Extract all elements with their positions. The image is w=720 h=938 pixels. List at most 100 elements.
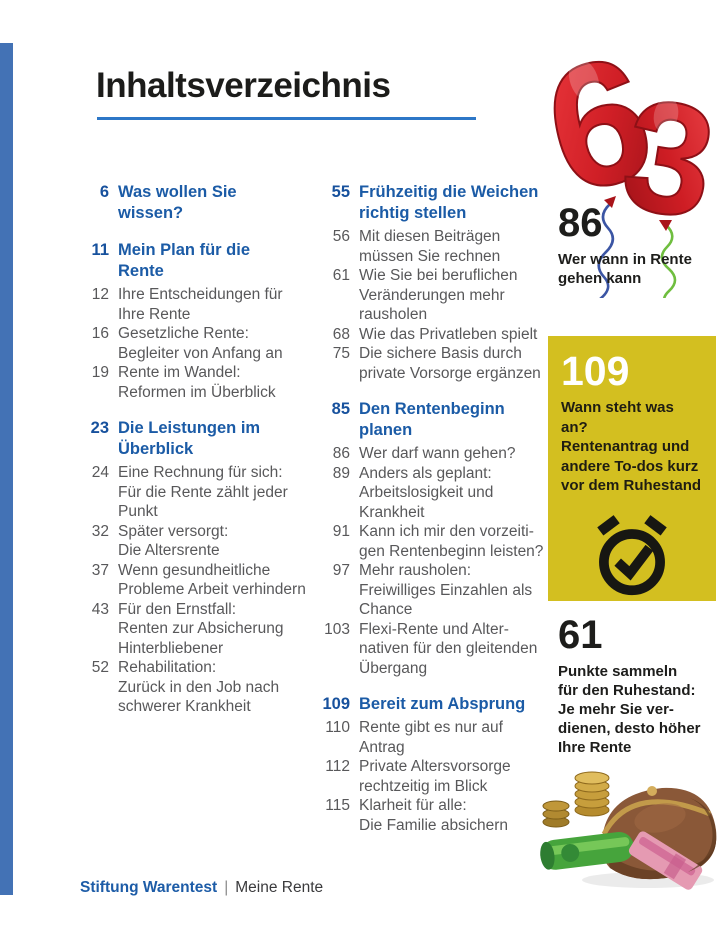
toc-text: Frühzeitig die Weichen richtig stellen: [359, 183, 539, 222]
toc-entry: 91 Kann ich mir den vorzeiti- gen Rentenb…: [312, 522, 552, 561]
toc-section: 6 Was wollen Sie wissen?: [82, 182, 318, 224]
toc-entry: 16 Gesetzliche Rente: Begleiter von Anfan…: [82, 324, 318, 363]
wallet-money-photo: [540, 771, 717, 890]
toc-section-heading: 55 Frühzeitig die Weichen richtig stellen: [312, 182, 552, 224]
toc-entry: 52 Rehabilitation: Zurück in den Job nach…: [82, 658, 318, 717]
toc-section: 23 Die Leistungen im Überblick 24 Eine Rech…: [82, 418, 318, 717]
toc-page-number: 52: [91, 659, 109, 676]
toc-text: Ihre Entscheidungen für Ihre Rente: [118, 286, 283, 323]
toc-text: Die sichere Basis durch private Vorsorge…: [359, 345, 541, 382]
toc-page-number: 11: [91, 241, 109, 259]
toc-page-number: 61: [332, 267, 350, 284]
toc-page-number: 68: [332, 325, 350, 343]
ref-caption: Wer wann in Rente gehen kann: [558, 251, 692, 287]
toc-text: Wie das Privatleben spielt: [359, 325, 538, 343]
title-underline: [97, 117, 476, 120]
toc-text: Was wollen Sie wissen?: [118, 183, 237, 222]
sidebar-ref-86: 86 Wer wann in Rente gehen kann: [558, 200, 718, 288]
ref-page-number: 61: [558, 613, 603, 657]
toc-page-number: 43: [91, 600, 109, 618]
toc-page-number: 16: [91, 325, 109, 342]
ref-page-number: 86: [558, 201, 603, 245]
sidebar-highlight-box: 109 Wann steht was an? Rentenantrag und …: [548, 336, 716, 601]
page-edge-bar: [0, 43, 13, 895]
toc-page-number: 56: [332, 228, 350, 245]
balloons-63-photo: 6 3: [546, 20, 718, 298]
toc-text: Mit diesen Beiträgen müssen Sie rechnen: [359, 228, 501, 265]
toc-page-number: 85: [331, 400, 350, 418]
toc-text: Anders als geplant: Arbeitslosigkeit und…: [359, 464, 494, 521]
toc-section-heading: 109 Bereit zum Absprung: [312, 694, 552, 715]
toc-section-heading: 85 Den Rentenbeginn planen: [312, 399, 552, 441]
toc-text: Mehr rausholen: Freiwilliges Einzahlen a…: [359, 562, 533, 618]
toc-section: 55 Frühzeitig die Weichen richtig stellen…: [312, 182, 552, 383]
toc-page-number: 115: [325, 797, 350, 814]
toc-page-number: 91: [332, 523, 350, 540]
toc-entry: 43 Für den Ernstfall: Renten zur Absicher…: [82, 600, 318, 659]
toc-text: Klarheit für alle: Die Familie absichern: [359, 797, 509, 834]
toc-page-number: 110: [325, 719, 350, 736]
page-title: Inhaltsverzeichnis: [96, 66, 391, 105]
toc-page-number: 24: [91, 464, 109, 481]
footer-book-title: Meine Rente: [235, 879, 324, 896]
toc-page-number: 32: [91, 522, 109, 540]
toc-entry: 97 Mehr rausholen: Freiwilliges Einzahlen…: [312, 561, 552, 620]
toc-text: Rente im Wandel: Reformen im Überblick: [118, 364, 276, 401]
toc-entry: 61 Wie Sie bei beruflichen Veränderungen …: [312, 266, 552, 325]
toc-section-heading: 11 Mein Plan für die Rente: [82, 240, 318, 282]
toc-column-left: 6 Was wollen Sie wissen? 11 Mein Plan für d…: [82, 182, 318, 733]
toc-text: Wer darf wann gehen?: [359, 445, 516, 462]
toc-entry: 68 Wie das Privatleben spielt: [312, 325, 552, 345]
toc-entry: 75 Die sichere Basis durch private Vorsor…: [312, 344, 552, 383]
toc-entry: 24 Eine Rechnung für sich: Für die Rente …: [82, 463, 318, 522]
toc-entry: 12 Ihre Entscheidungen für Ihre Rente: [82, 285, 318, 324]
toc-section: 85 Den Rentenbeginn planen 86 Wer darf wann…: [312, 399, 552, 678]
toc-text: Wenn gesundheitliche Probleme Arbeit ver…: [118, 561, 306, 599]
toc-section-heading: 23 Die Leistungen im Überblick: [82, 418, 318, 460]
toc-page-number: 89: [332, 464, 350, 482]
toc-page-number: 86: [332, 445, 350, 462]
toc-page-number: 112: [325, 758, 350, 775]
toc-column-right: 55 Frühzeitig die Weichen richtig stellen…: [312, 182, 552, 851]
toc-text: Kann ich mir den vorzeiti- gen Rentenbeg…: [359, 523, 544, 560]
toc-text: Den Rentenbeginn planen: [359, 400, 505, 439]
toc-text: Eine Rechnung für sich: Für die Rente zä…: [118, 464, 288, 520]
toc-text: Wie Sie bei beruflichen Veränderungen me…: [359, 267, 518, 323]
toc-text: Gesetzliche Rente: Begleiter von Anfang …: [118, 325, 283, 362]
toc-entry: 32 Später versorgt: Die Altersrente: [82, 522, 318, 561]
toc-text: Private Altersvorsorge rechtzeitig im Bl…: [359, 758, 511, 795]
toc-page-number: 75: [332, 345, 350, 362]
toc-text: Rehabilitation: Zurück in den Job nach s…: [118, 659, 280, 715]
toc-entry: 112 Private Altersvorsorge rechtzeitig im…: [312, 757, 552, 796]
toc-entry: 19 Rente im Wandel: Reformen im Überblick: [82, 363, 318, 402]
toc-section: 109 Bereit zum Absprung 110 Rente gibt es n…: [312, 694, 552, 835]
euro-banknotes: [540, 831, 703, 890]
toc-entry: 37 Wenn gesundheitliche Probleme Arbeit v…: [82, 561, 318, 600]
balloon-ribbon-blue: [597, 203, 615, 298]
toc-page-number: 103: [324, 620, 350, 638]
toc-page-number: 97: [332, 562, 350, 579]
coin-stack: [542, 771, 610, 828]
toc-page-number: 12: [91, 286, 109, 303]
toc-page-number: 6: [99, 183, 109, 201]
toc-text: Flexi-Rente und Alter- nativen für den g…: [359, 620, 538, 677]
toc-entry: 115 Klarheit für alle: Die Familie absich…: [312, 796, 552, 835]
alarm-clock-check-icon: [597, 514, 667, 595]
toc-entry: 103 Flexi-Rente und Alter- nativen für de…: [312, 620, 552, 679]
toc-entry: 86 Wer darf wann gehen?: [312, 444, 552, 464]
sidebar-ref-61: 61 Punkte sammeln für den Ruhestand: Je …: [558, 612, 720, 757]
footer-separator: |: [224, 879, 229, 896]
toc-entry: 56 Mit diesen Beiträgen müssen Sie rechne…: [312, 227, 552, 266]
toc-page-number: 37: [91, 561, 109, 579]
footer-publisher: Stiftung Warentest: [80, 879, 218, 896]
toc-text: Für den Ernstfall: Renten zur Absicherun…: [118, 600, 284, 657]
toc-entry: 110 Rente gibt es nur auf Antrag: [312, 718, 552, 757]
balloon-ribbon-green: [660, 224, 677, 298]
toc-page-number: 19: [91, 364, 109, 381]
ref-caption: Wann steht was an? Rentenantrag und ande…: [561, 399, 702, 494]
toc-page-number: 23: [90, 419, 109, 437]
toc-entry: 89 Anders als geplant: Arbeitslosigkeit u…: [312, 464, 552, 523]
toc-text: Rente gibt es nur auf Antrag: [359, 719, 503, 756]
toc-text: Mein Plan für die Rente: [118, 241, 251, 280]
